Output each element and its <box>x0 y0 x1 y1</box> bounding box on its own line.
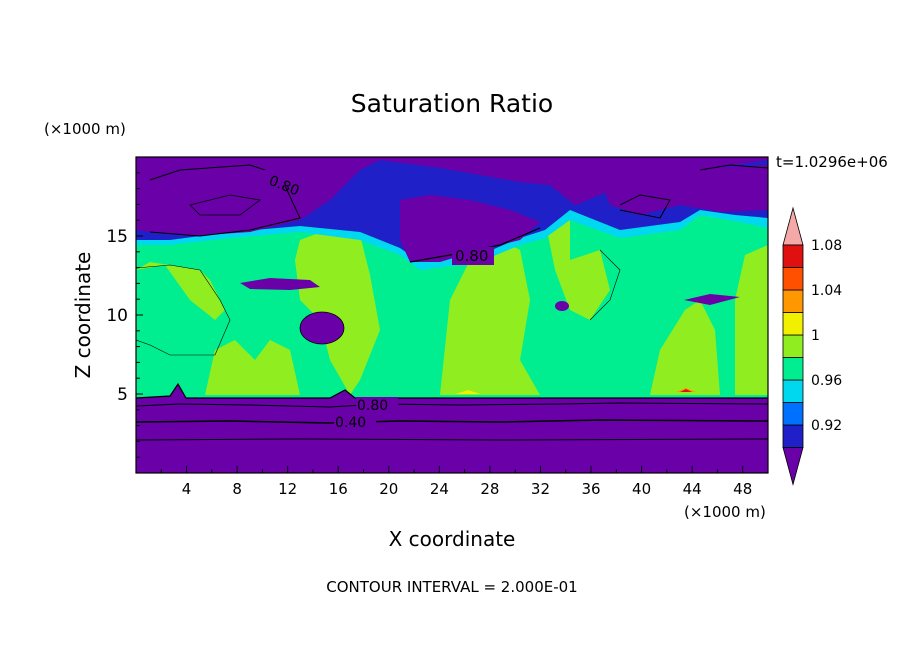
field-region-light-green <box>440 240 540 395</box>
x-tick-label: 32 <box>531 480 550 498</box>
colorbar-box <box>782 402 804 426</box>
field-region-purple <box>240 278 320 290</box>
colorbar-label: 1 <box>811 328 820 344</box>
colorbar-label: 0.92 <box>811 418 842 434</box>
contour-line <box>136 419 768 424</box>
field-region-light-green <box>735 245 768 395</box>
colorbar-box <box>782 267 804 291</box>
x-tick-label: 8 <box>232 480 242 498</box>
y-unit-label: (×1000 m) <box>44 120 126 138</box>
y-tick-label: 5 <box>117 385 128 405</box>
x-axis: 4 8 12 16 20 24 28 32 36 40 44 48 <box>160 466 752 498</box>
colorbar-label: 1.08 <box>811 238 842 254</box>
x-tick-label: 40 <box>632 480 651 498</box>
colorbar-box <box>782 312 804 336</box>
x-tick-label: 16 <box>329 480 348 498</box>
y-tick-label: 10 <box>106 306 128 326</box>
field-region-light-green <box>295 225 380 395</box>
contour-line <box>149 164 301 237</box>
x-tick-label: 28 <box>480 480 499 498</box>
colorbar-label: 0.96 <box>811 373 842 389</box>
colorbar-high-triangle <box>782 206 804 246</box>
colorbar-box <box>782 244 804 268</box>
x-tick-label: 48 <box>733 480 752 498</box>
contour-line <box>299 311 345 345</box>
x-tick-label: 36 <box>581 480 600 498</box>
field-region-light-green <box>205 340 300 395</box>
field-region-purple <box>400 195 540 262</box>
x-tick-label: 44 <box>683 480 702 498</box>
x-tick-label: 4 <box>182 480 192 498</box>
colorbar-box <box>782 289 804 313</box>
contour-line <box>699 164 768 171</box>
contour-line <box>136 264 231 356</box>
y-tick-label: 15 <box>106 227 128 247</box>
colorbar-box <box>782 379 804 403</box>
contour-line <box>136 382 768 399</box>
colorbar-label: 1.04 <box>811 283 842 299</box>
contour-line <box>136 438 768 441</box>
x-tick-label: 24 <box>430 480 449 498</box>
chart-title: Saturation Ratio <box>351 89 553 118</box>
colorbar: 0.92 0.96 1 1.04 1.08 <box>782 206 842 487</box>
field-region-purple <box>300 312 344 344</box>
contour-line <box>189 194 261 216</box>
contour-labels: 0.80 0.80 0.80 0.40 <box>264 170 494 431</box>
colorbar-low-triangle <box>782 447 804 487</box>
field-region-light-green <box>650 300 720 395</box>
time-label: t=1.0296e+06 <box>776 153 888 171</box>
contour-label: 0.80 <box>455 247 488 265</box>
contour-line <box>619 194 671 219</box>
y-axis-title: Z coordinate <box>71 252 95 379</box>
contour-interval-footer: CONTOUR INTERVAL = 2.000E-01 <box>326 578 577 596</box>
x-axis-title: X coordinate <box>389 527 516 551</box>
x-tick-label: 20 <box>379 480 398 498</box>
colorbar-box <box>782 424 804 448</box>
contour-field <box>136 157 768 473</box>
field-region-purple <box>684 294 740 305</box>
colorbar-box <box>782 334 804 358</box>
field-region-red <box>680 389 692 392</box>
contour-line <box>589 249 621 321</box>
field-region-purple <box>555 301 569 311</box>
colorbar-box <box>782 357 804 381</box>
contour-label: 0.40 <box>335 415 366 431</box>
field-region-light-green <box>136 262 225 320</box>
x-tick-label: 12 <box>278 480 297 498</box>
field-region-purple <box>600 165 768 215</box>
y-axis: 5 10 15 <box>106 172 143 458</box>
contour-label: 0.80 <box>357 398 388 414</box>
field-region-yellow <box>456 390 480 394</box>
x-unit-label: (×1000 m) <box>684 503 766 521</box>
